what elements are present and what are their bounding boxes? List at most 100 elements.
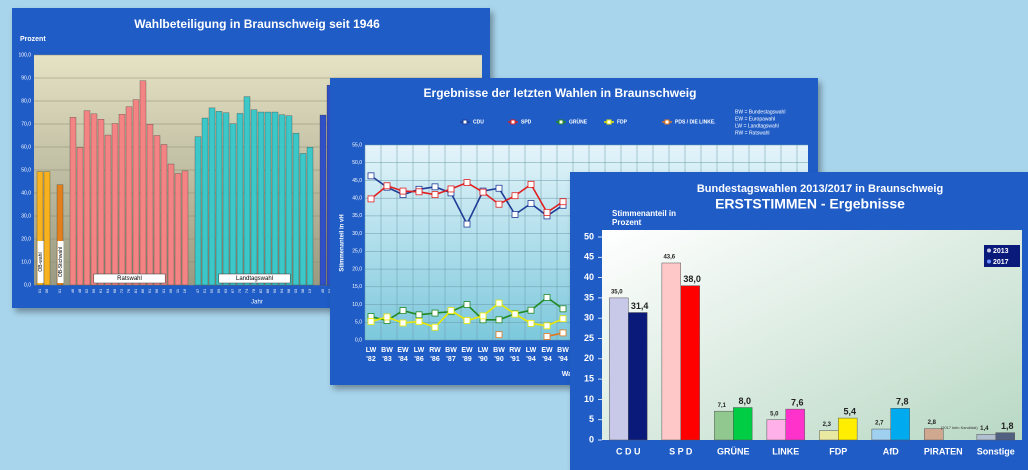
point [543, 294, 551, 301]
bar [271, 111, 279, 286]
x-tick-label: 94 [279, 288, 284, 293]
point [399, 187, 407, 195]
value-label: 5,4 [843, 406, 856, 416]
bar [76, 147, 84, 286]
y-tick-label: 0,0 [24, 282, 31, 288]
bar [201, 117, 209, 286]
y-tick-label: 5,0 [355, 320, 362, 326]
point [511, 211, 519, 218]
x-tick-label: EW '84 [397, 347, 409, 363]
note: BW = Bundestagswahl [735, 109, 785, 115]
y-tick-label: 40 [584, 272, 594, 282]
bar [174, 173, 182, 286]
point [399, 319, 407, 327]
x-tick-label: 01 [161, 288, 166, 293]
bar [215, 111, 223, 286]
y-tick-label: 20,0 [21, 236, 31, 242]
x-tick-label: 90 [272, 288, 277, 293]
x-tick-label: 86 [265, 288, 270, 293]
x-tick-label: 63 [223, 288, 228, 293]
bar [160, 144, 168, 286]
value-label: 1,8 [1001, 421, 1014, 431]
legend-marker [510, 119, 516, 125]
bar [819, 430, 839, 441]
y-tick-label: 0 [589, 434, 594, 444]
group-label: Landtagswahl [236, 276, 273, 282]
bar [69, 117, 77, 286]
bar [56, 184, 64, 286]
x-tick-label: 81 [133, 288, 138, 293]
legend-marker [558, 119, 564, 125]
bar [229, 123, 237, 286]
point [511, 192, 519, 200]
value-label: 8,0 [738, 396, 751, 406]
y-tick-label: 5 [589, 414, 594, 424]
legend-label: GRÜNE [569, 118, 588, 125]
x-tick-label: Sonstige [977, 446, 1015, 456]
chart: Bundestagswahlen 2013/2017 in Braunschwe… [584, 183, 1022, 456]
bar [278, 114, 286, 286]
legend-marker [606, 119, 612, 125]
chart-title: Ergebnisse der letzten Wahlen in Braunsc… [424, 86, 697, 100]
x-tick-label: 74 [244, 288, 249, 293]
value-label: 38,0 [683, 274, 701, 284]
bar [222, 112, 230, 286]
bar [306, 147, 314, 286]
bar [132, 99, 140, 286]
value-label: 7,6 [791, 398, 804, 408]
legend-marker [987, 248, 991, 253]
value-label: 7,8 [896, 397, 909, 407]
x-tick-label: 01 [57, 288, 62, 293]
bar [243, 96, 251, 286]
bar [733, 407, 753, 441]
bar [208, 107, 216, 286]
y-tick-label: 50,0 [21, 167, 31, 173]
legend-label: SPD [521, 119, 532, 125]
x-tick-label: 67 [230, 288, 235, 293]
bar [90, 113, 98, 286]
point [431, 309, 439, 317]
chart-subtitle: ERSTSTIMMEN - Ergebnisse [715, 196, 905, 212]
x-axis-label: Jahr [251, 300, 263, 306]
point [559, 198, 567, 206]
bar [194, 136, 202, 286]
bar [661, 262, 681, 441]
x-tick-label: 68 [112, 288, 117, 293]
point [527, 200, 535, 207]
point [463, 301, 471, 308]
bar [995, 432, 1015, 441]
y-tick-label: 30,0 [352, 231, 362, 237]
y-tick-label: 25,0 [352, 249, 362, 255]
legend-marker [664, 119, 670, 125]
value-label: 31,4 [631, 301, 649, 311]
legend-marker [462, 119, 468, 125]
point [479, 312, 487, 320]
note: EW = Europawahl [735, 116, 775, 122]
x-tick-label: 64 [105, 288, 110, 293]
y-tick-label: 70,0 [21, 121, 31, 127]
x-tick-label: 47 [195, 288, 200, 293]
y-tick-label: 30,0 [21, 213, 31, 219]
legend-marker [987, 259, 991, 264]
y-tick-label: 20,0 [352, 266, 362, 272]
group-label-box [57, 241, 64, 283]
legend-box [984, 256, 1020, 267]
note: RW = Ratswahl [735, 130, 770, 136]
point [415, 318, 423, 325]
y-tick-label: 40,0 [21, 190, 31, 196]
x-tick-label: 51 [202, 288, 207, 293]
bar [766, 419, 787, 441]
y-tick-label: 45,0 [352, 178, 362, 184]
point [495, 200, 503, 208]
x-tick-label: 16 [182, 288, 187, 293]
point [527, 319, 535, 327]
x-tick-label: 46 [70, 288, 75, 293]
x-tick-label: AfD [883, 446, 899, 456]
point [527, 306, 535, 314]
y-axis-label: Stimmenanteil in vH [340, 214, 346, 271]
note: LW = Landtagswahl [735, 123, 779, 129]
point [383, 313, 391, 321]
bar [181, 170, 189, 286]
bar [83, 110, 91, 286]
bar [628, 312, 648, 441]
